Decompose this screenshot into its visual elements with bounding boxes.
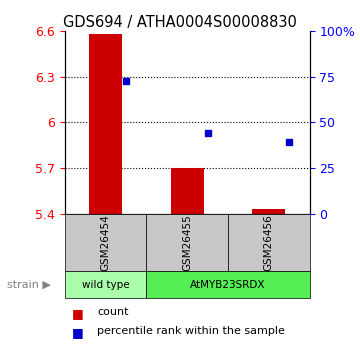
Text: GDS694 / ATHA0004S00008830: GDS694 / ATHA0004S00008830 xyxy=(63,15,297,30)
Text: AtMYB23SRDX: AtMYB23SRDX xyxy=(190,280,266,289)
Text: ■: ■ xyxy=(72,307,84,320)
Text: GSM26456: GSM26456 xyxy=(264,214,274,271)
Bar xyxy=(171,168,203,214)
Text: strain ▶: strain ▶ xyxy=(7,280,51,289)
Text: GSM26455: GSM26455 xyxy=(182,214,192,271)
Text: percentile rank within the sample: percentile rank within the sample xyxy=(97,326,285,336)
Text: count: count xyxy=(97,307,129,317)
Bar xyxy=(252,209,285,214)
Bar xyxy=(89,34,122,214)
Text: ■: ■ xyxy=(72,326,84,339)
Text: wild type: wild type xyxy=(82,280,129,289)
Text: GSM26454: GSM26454 xyxy=(100,214,111,271)
